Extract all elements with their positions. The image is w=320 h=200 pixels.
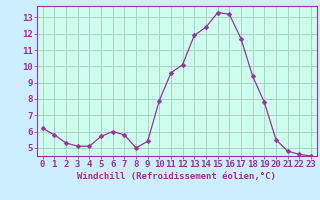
X-axis label: Windchill (Refroidissement éolien,°C): Windchill (Refroidissement éolien,°C) bbox=[77, 172, 276, 181]
